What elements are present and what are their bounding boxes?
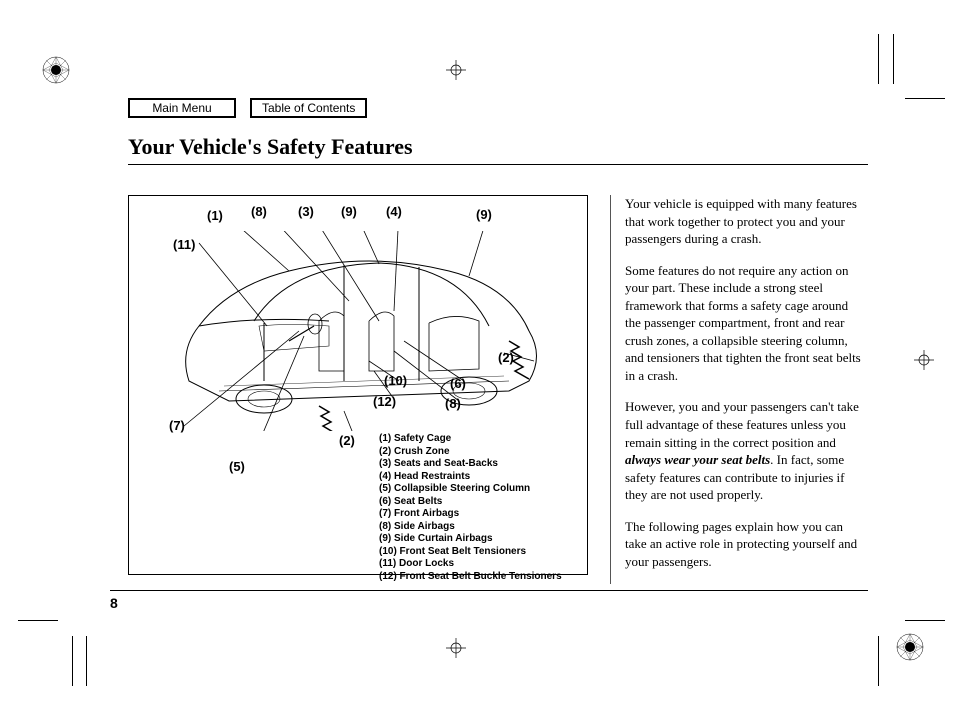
callout-3: (3) (298, 204, 314, 219)
crop-mark (893, 34, 894, 84)
callout-7: (7) (169, 418, 185, 433)
legend-item: (8) Side Airbags (379, 521, 562, 534)
crosshair-right (914, 350, 934, 375)
legend-item: (9) Side Curtain Airbags (379, 533, 562, 546)
car-diagram (169, 231, 549, 431)
page-number: 8 (110, 595, 118, 611)
callout-5: (5) (229, 459, 245, 474)
crop-mark (878, 34, 879, 84)
nav-buttons: Main Menu Table of Contents (128, 98, 868, 118)
paragraph: Some features do not require any action … (625, 262, 865, 385)
figure-panel: (1) (8) (3) (9) (4) (9) (11) (2) (10) (6… (128, 195, 588, 575)
legend-item: (6) Seat Belts (379, 496, 562, 509)
rosette-bottom-right (895, 632, 925, 667)
callout-2a: (2) (498, 350, 514, 365)
rosette-top-left (41, 55, 71, 90)
callout-11: (11) (173, 237, 195, 252)
crosshair-top (446, 60, 466, 85)
callout-10: (10) (384, 373, 407, 388)
main-menu-button[interactable]: Main Menu (128, 98, 236, 118)
callout-1: (1) (207, 208, 223, 223)
body-text: Your vehicle is equipped with many featu… (625, 195, 865, 584)
emphasis: always wear your seat belts (625, 452, 770, 467)
crop-mark (878, 636, 879, 686)
paragraph: Your vehicle is equipped with many featu… (625, 195, 865, 248)
callout-8a: (8) (251, 204, 267, 219)
crop-mark (72, 636, 73, 686)
callout-12: (12) (373, 394, 396, 409)
callout-4: (4) (386, 204, 402, 219)
title-rule (128, 164, 868, 165)
crop-mark (18, 620, 58, 621)
legend-item: (7) Front Airbags (379, 508, 562, 521)
legend-item: (2) Crush Zone (379, 446, 562, 459)
column-separator (610, 195, 611, 584)
callout-9a: (9) (341, 204, 357, 219)
page-title: Your Vehicle's Safety Features (128, 134, 868, 160)
legend-item: (1) Safety Cage (379, 433, 562, 446)
legend-item: (4) Head Restraints (379, 471, 562, 484)
legend-item: (10) Front Seat Belt Tensioners (379, 546, 562, 559)
callout-8b: (8) (445, 396, 461, 411)
footer-rule (110, 590, 868, 591)
callout-9b: (9) (476, 207, 492, 222)
paragraph: The following pages explain how you can … (625, 518, 865, 571)
paragraph: However, you and your passengers can't t… (625, 398, 865, 503)
toc-button[interactable]: Table of Contents (250, 98, 367, 118)
crop-mark (905, 98, 945, 99)
callout-6: (6) (450, 376, 466, 391)
figure-legend: (1) Safety Cage (2) Crush Zone (3) Seats… (379, 433, 562, 583)
legend-item: (11) Door Locks (379, 558, 562, 571)
text-run: However, you and your passengers can't t… (625, 399, 859, 449)
legend-item: (12) Front Seat Belt Buckle Tensioners (379, 571, 562, 584)
crop-mark (86, 636, 87, 686)
legend-item: (5) Collapsible Steering Column (379, 483, 562, 496)
callout-2b: (2) (339, 433, 355, 448)
content-row: (1) (8) (3) (9) (4) (9) (11) (2) (10) (6… (128, 195, 868, 584)
crosshair-bottom (446, 638, 466, 663)
page-content: Main Menu Table of Contents Your Vehicle… (128, 98, 868, 584)
crop-mark (905, 620, 945, 621)
legend-item: (3) Seats and Seat-Backs (379, 458, 562, 471)
